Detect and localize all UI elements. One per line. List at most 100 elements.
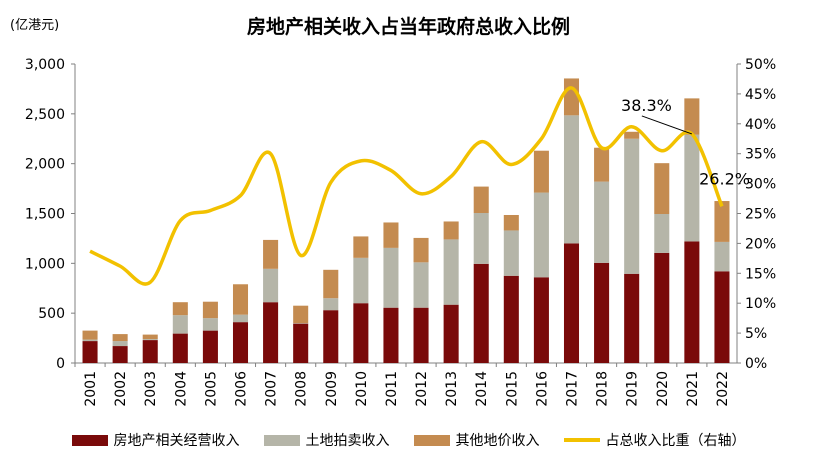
y2-tick-label: 35% — [745, 147, 776, 163]
legend-label: 占总收入比重（右轴） — [605, 433, 746, 449]
y2-tick-label: 0% — [745, 356, 767, 372]
x-tick-label: 2019 — [625, 371, 641, 407]
bar-operating — [413, 307, 429, 363]
bar-operating — [202, 330, 218, 363]
x-tick-label: 2008 — [294, 371, 310, 407]
legend-label: 土地拍卖收入 — [305, 433, 390, 449]
bar-land-auction — [503, 230, 519, 276]
bar-land-auction — [202, 318, 218, 331]
y2-tick-label: 20% — [745, 236, 776, 252]
bar-land-auction — [413, 262, 429, 308]
bar-other-land — [202, 301, 218, 319]
bar-land-auction — [594, 181, 610, 263]
bar-other-land — [533, 150, 549, 193]
legend-item: 其他地价收入 — [413, 430, 540, 450]
y-tick-label: 500 — [38, 306, 65, 322]
bar-operating — [473, 263, 489, 363]
bar-other-land — [443, 221, 459, 240]
bar-other-land — [172, 302, 188, 316]
x-tick-label: 2012 — [414, 371, 430, 407]
bar-other-land — [654, 163, 670, 214]
legend-item: 土地拍卖收入 — [263, 430, 390, 450]
bar-land-auction — [473, 213, 489, 264]
legend-swatch — [563, 438, 600, 442]
bar-operating — [714, 271, 730, 363]
legend-label: 其他地价收入 — [455, 433, 540, 449]
bar-other-land — [594, 147, 610, 182]
bar-operating — [383, 307, 399, 363]
y2-tick-label: 5% — [745, 326, 767, 342]
bar-other-land — [263, 239, 279, 269]
bar-other-land — [232, 284, 249, 315]
bar-operating — [594, 262, 610, 363]
bar-operating — [624, 273, 640, 363]
y-tick-label: 1,000 — [25, 256, 65, 272]
bar-other-land — [624, 131, 640, 139]
x-tick-label: 2015 — [504, 371, 520, 407]
x-tick-label: 2010 — [354, 371, 370, 407]
bar-operating — [684, 241, 700, 363]
bar-other-land — [563, 78, 580, 116]
x-tick-label: 2005 — [203, 371, 219, 407]
chart-title: 房地产相关收入占当年政府总收入比例 — [246, 16, 570, 38]
bar-operating — [293, 323, 309, 363]
bar-operating — [232, 322, 249, 363]
bar-land-auction — [443, 239, 459, 305]
x-tick-label: 2020 — [655, 371, 671, 407]
legend: 房地产相关经营收入 土地拍卖收入 其他地价收入 占总收入比重（右轴） — [0, 430, 817, 450]
bar-land-auction — [353, 257, 369, 304]
legend-swatch — [413, 434, 450, 446]
y2-tick-label: 30% — [745, 177, 776, 193]
bar-land-auction — [263, 268, 279, 303]
annotation-label: 26.2% — [699, 169, 750, 188]
bar-land-auction — [654, 213, 670, 253]
bar-land-auction — [323, 298, 339, 311]
bar-other-land — [473, 186, 489, 214]
legend-item: 占总收入比重（右轴） — [563, 430, 746, 450]
annotation-label: 38.3% — [621, 96, 672, 115]
legend-item: 房地产相关经营收入 — [71, 430, 240, 450]
x-tick-label: 2004 — [173, 371, 189, 407]
bar-operating — [563, 243, 580, 363]
bar-operating — [172, 333, 188, 363]
bar-land-auction — [82, 339, 98, 342]
x-tick-label: 2003 — [143, 371, 159, 407]
bar-other-land — [142, 334, 158, 340]
x-tick-label: 2021 — [685, 371, 701, 407]
bar-other-land — [353, 236, 369, 258]
y-tick-label: 2,000 — [25, 157, 65, 173]
y2-tick-label: 10% — [745, 296, 776, 312]
bar-land-auction — [684, 134, 700, 242]
bar-operating — [323, 310, 339, 363]
bar-land-auction — [624, 138, 640, 274]
bar-other-land — [323, 269, 339, 299]
bar-other-land — [112, 334, 128, 342]
x-tick-label: 2001 — [83, 371, 99, 407]
y-axis-unit-label: (亿港元) — [10, 18, 60, 33]
x-tick-label: 2011 — [384, 371, 400, 407]
bar-land-auction — [714, 241, 730, 272]
legend-label: 房地产相关经营收入 — [113, 433, 240, 449]
x-tick-label: 2006 — [234, 371, 250, 407]
x-tick-label: 2002 — [113, 371, 129, 407]
y2-tick-label: 40% — [745, 117, 776, 133]
bar-other-land — [413, 237, 429, 263]
y2-tick-label: 15% — [745, 266, 776, 282]
bar-land-auction — [563, 115, 580, 244]
y-tick-label: 0 — [56, 356, 65, 372]
x-tick-label: 2016 — [534, 371, 550, 407]
x-tick-label: 2018 — [595, 371, 611, 407]
bar-other-land — [714, 201, 730, 242]
bar-land-auction — [142, 339, 158, 341]
bar-land-auction — [383, 247, 399, 308]
bar-other-land — [684, 98, 700, 135]
bar-other-land — [293, 305, 309, 324]
bar-operating — [654, 252, 670, 363]
bar-operating — [503, 275, 519, 363]
x-tick-label: 2013 — [444, 371, 460, 407]
y-tick-label: 1,500 — [25, 207, 65, 223]
bar-land-auction — [533, 192, 549, 278]
bar-operating — [443, 304, 459, 363]
